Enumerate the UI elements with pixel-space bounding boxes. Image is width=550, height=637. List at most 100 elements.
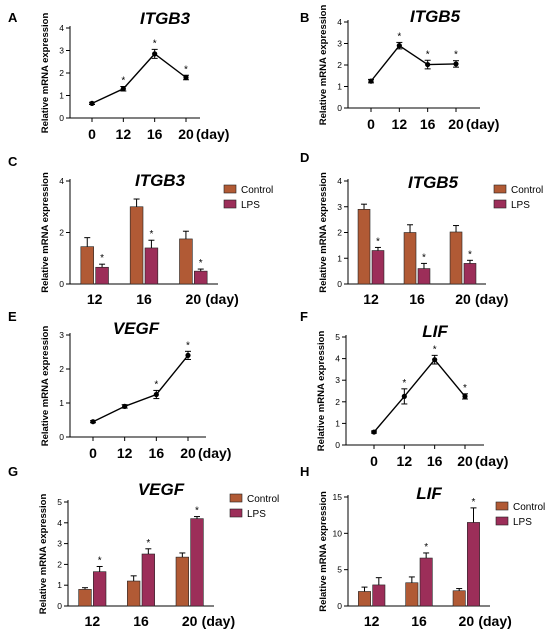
significance-marker: *	[184, 64, 188, 75]
legend-swatch-lps	[229, 508, 243, 518]
x-tick-label: 0	[89, 445, 97, 461]
bar-lps	[141, 553, 155, 607]
bar-control	[357, 209, 371, 285]
y-tick-label: 1	[59, 91, 64, 101]
chart-title: VEGF	[138, 480, 185, 499]
x-tick-label: 16	[420, 116, 436, 132]
data-point	[185, 352, 191, 358]
y-tick-label: 0	[59, 279, 64, 289]
x-tick-label: 12	[392, 116, 408, 132]
y-axis-label: Relative mRNA expression	[318, 172, 329, 293]
y-tick-label: 1	[59, 398, 64, 408]
bar-control	[127, 580, 141, 607]
x-tick-label: 12	[364, 613, 380, 629]
chart-title: ITGB5	[408, 173, 459, 192]
x-tick-label: 12	[363, 291, 379, 307]
panel-letter: D	[300, 150, 309, 165]
data-point	[396, 43, 402, 49]
x-unit-label: (day)	[475, 453, 508, 469]
significance-marker: *	[472, 497, 476, 508]
bar-lps	[194, 270, 208, 285]
x-unit-label: (day)	[478, 613, 511, 629]
significance-marker: *	[468, 249, 472, 260]
bar-lps	[463, 263, 477, 285]
y-tick-label: 3	[337, 39, 342, 49]
y-tick-label: 4	[337, 17, 342, 27]
y-tick-label: 1	[337, 82, 342, 92]
series-line	[370, 44, 457, 82]
panel-letter: G	[8, 464, 18, 479]
y-tick-label: 2	[59, 364, 64, 374]
y-tick-label: 3	[59, 330, 64, 340]
x-tick-label: 16	[136, 291, 152, 307]
bar-lps	[371, 250, 385, 285]
panel-letter: E	[8, 309, 17, 324]
x-tick-label: 20	[180, 445, 196, 461]
bar-lps	[144, 247, 159, 285]
panel-letter: F	[300, 309, 308, 324]
x-tick-label: 12	[397, 453, 413, 469]
y-tick-label: 4	[59, 23, 64, 33]
panel-letter: A	[8, 10, 18, 25]
bar-control	[452, 590, 466, 607]
series-line	[91, 52, 187, 105]
y-tick-label: 0	[337, 103, 342, 113]
x-unit-label: (day)	[202, 613, 235, 629]
y-tick-label: 0	[337, 279, 342, 289]
significance-marker: *	[402, 378, 406, 389]
y-tick-label: 2	[337, 228, 342, 238]
y-tick-label: 1	[57, 580, 62, 590]
significance-marker: *	[186, 340, 190, 351]
x-tick-label: 16	[427, 453, 443, 469]
significance-marker: *	[121, 76, 125, 87]
significance-marker: *	[153, 38, 157, 49]
x-tick-label: 0	[88, 126, 96, 142]
x-unit-label: (day)	[198, 445, 231, 461]
y-tick-label: 0	[335, 440, 340, 450]
y-tick-label: 10	[333, 528, 343, 538]
x-tick-label: 12	[116, 126, 132, 142]
y-axis-label: Relative mRNA expression	[40, 13, 51, 134]
bar-control	[449, 231, 463, 285]
series-line	[373, 358, 466, 433]
x-tick-label: 12	[117, 445, 133, 461]
bar-control	[358, 591, 371, 607]
significance-marker: *	[463, 383, 467, 394]
y-tick-label: 0	[59, 432, 64, 442]
x-tick-label: 16	[149, 445, 165, 461]
legend-swatch-lps	[495, 516, 509, 526]
y-axis-label: Relative mRNA expression	[40, 326, 51, 447]
y-tick-label: 15	[333, 492, 343, 502]
legend-swatch-lps	[223, 199, 237, 209]
y-tick-label: 2	[59, 68, 64, 78]
y-tick-label: 1	[337, 253, 342, 263]
y-axis-label: Relative mRNA expression	[316, 331, 327, 452]
x-tick-label: 20	[459, 613, 475, 629]
chart-title: LIF	[416, 484, 442, 503]
data-point	[401, 393, 407, 399]
y-tick-label: 5	[337, 565, 342, 575]
significance-marker: *	[149, 229, 153, 240]
data-point	[368, 78, 374, 84]
legend-label-control: Control	[241, 185, 273, 196]
legend-label-lps: LPS	[247, 509, 266, 520]
data-point	[152, 51, 158, 57]
chart-title: LIF	[422, 322, 448, 341]
x-tick-label: 16	[133, 613, 149, 629]
x-unit-label: (day)	[466, 116, 499, 132]
bar-control	[78, 589, 92, 607]
significance-marker: *	[397, 31, 401, 42]
y-tick-label: 5	[335, 332, 340, 342]
panel-letter: C	[8, 154, 18, 169]
significance-marker: *	[154, 379, 158, 390]
y-tick-label: 0	[337, 601, 342, 611]
y-tick-label: 3	[337, 202, 342, 212]
significance-marker: *	[433, 344, 437, 355]
y-axis-label: Relative mRNA expression	[40, 172, 51, 293]
bar-lps	[95, 266, 109, 285]
legend-label-control: Control	[247, 494, 279, 505]
